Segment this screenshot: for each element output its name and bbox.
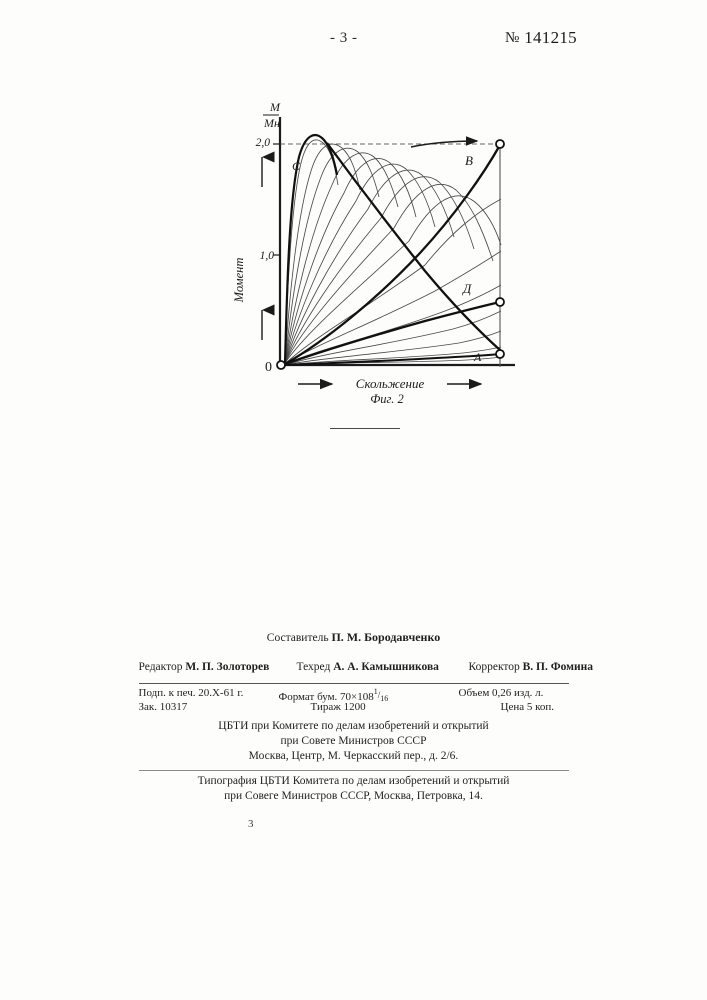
compiler-role: Составитель <box>267 632 329 644</box>
y-tick-label-2-0: 2,0 <box>256 137 271 149</box>
marker-point-a <box>496 350 504 358</box>
imprint-rule-top <box>139 683 569 684</box>
section-divider <box>330 428 400 429</box>
y-axis-symbol-numerator: M <box>269 100 281 114</box>
document-page: - 3 - № 141215 <box>0 0 707 1000</box>
page-folio: 3 <box>248 818 254 830</box>
y-axis-symbol-denominator: Mн <box>263 116 280 130</box>
price: Цена 5 коп. <box>501 701 555 713</box>
marker-point-b <box>496 140 504 148</box>
editor-credit: Редактор М. П. Золоторев <box>139 661 270 673</box>
imprint-block: Составитель П. М. Бородавченко Редактор … <box>0 630 707 804</box>
figure-2-block: M Mн 2,0 1,0 0 Момент C В Д А Скольжение… <box>0 95 707 415</box>
compiler-name: П. М. Бородавченко <box>331 630 440 644</box>
figure-caption: Фиг. 2 <box>370 392 404 405</box>
torque-slip-chart: M Mн 2,0 1,0 0 Момент C В Д А Скольжение… <box>215 95 545 405</box>
imprint-rule-bottom <box>139 770 569 771</box>
org-line-1: ЦБТИ при Комитете по делам изобретений и… <box>139 719 569 734</box>
page-marker: - 3 - <box>330 30 358 47</box>
numero-sign: № <box>505 30 520 46</box>
curve-label-c: C <box>292 159 301 173</box>
curve-label-b: В <box>465 153 473 168</box>
paper-format-fraction: 1/16 <box>374 690 389 700</box>
print-specs: Подп. к печ. 20.X-61 г. Зак. 10317 Форма… <box>139 687 569 717</box>
patent-number: № 141215 <box>505 28 577 48</box>
curve-d <box>285 302 500 364</box>
marker-point-d <box>496 298 504 306</box>
signed-date: Подп. к печ. 20.X-61 г. <box>139 687 244 699</box>
curve-label-a: А <box>473 350 482 364</box>
techred-credit: Техред А. А. Камышникова <box>297 661 439 673</box>
typography-line-2: при Совеге Министров СССР, Москва, Петро… <box>139 789 569 804</box>
organization-block: ЦБТИ при Комитете по делам изобретений и… <box>139 719 569 764</box>
typography-line-1: Типография ЦБТИ Комитета по делам изобре… <box>139 774 569 789</box>
format-frac-den: 16 <box>380 694 388 703</box>
print-run: Тираж 1200 <box>311 701 366 713</box>
page-header: - 3 - № 141215 <box>0 30 707 54</box>
credits-line: Редактор М. П. Золоторев Техред А. А. Ка… <box>139 661 569 677</box>
curve-label-d: Д <box>461 281 472 296</box>
curve-descending <box>327 143 501 351</box>
corrector-name: В. П. Фомина <box>523 661 593 673</box>
y-tick-label-1-0: 1,0 <box>260 250 275 262</box>
y-axis-title: Момент <box>232 258 246 304</box>
org-line-2: при Совете Министров СССР <box>139 734 569 749</box>
techred-role: Техред <box>297 661 331 673</box>
org-line-3: Москва, Центр, М. Черкасский пер., д. 2/… <box>139 749 569 764</box>
format-frac-num: 1 <box>374 687 378 696</box>
corrector-role: Корректор <box>469 661 520 673</box>
patent-number-value: 141215 <box>524 28 577 47</box>
order-number: Зак. 10317 <box>139 701 188 713</box>
editor-role: Редактор <box>139 661 183 673</box>
volume: Объем 0,26 изд. л. <box>459 687 544 699</box>
origin-label: 0 <box>265 360 272 375</box>
curve-a <box>285 354 500 365</box>
compiler-line: Составитель П. М. Бородавченко <box>0 630 707 645</box>
typography-block: Типография ЦБТИ Комитета по делам изобре… <box>139 774 569 804</box>
techred-name: А. А. Камышникова <box>333 661 439 673</box>
editor-name: М. П. Золоторев <box>185 661 269 673</box>
corrector-credit: Корректор В. П. Фомина <box>469 661 594 673</box>
marker-point-origin <box>277 361 285 369</box>
x-axis-title: Скольжение <box>356 376 425 391</box>
